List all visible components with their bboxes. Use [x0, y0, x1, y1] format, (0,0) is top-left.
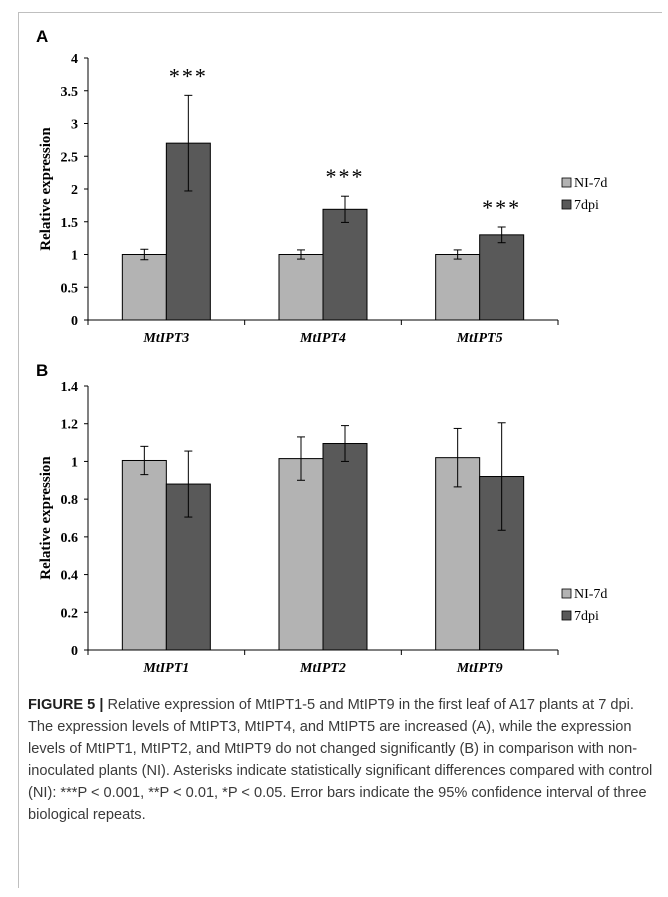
y-tick-label: 0.5: [61, 281, 79, 296]
significance-marker: ***: [326, 164, 365, 189]
legend-label: 7dpi: [574, 198, 599, 213]
x-category-label: MtIPT5: [456, 331, 503, 346]
x-category-label: MtIPT4: [299, 331, 346, 346]
y-tick-label: 0: [71, 644, 78, 659]
x-category-label: MtIPT3: [142, 331, 189, 346]
y-tick-label: 2.5: [61, 150, 79, 165]
bar-ni-7d-mtipt3: [121, 254, 167, 321]
significance-marker: ***: [169, 63, 208, 88]
y-tick-label: 1.2: [61, 418, 79, 433]
x-category-label: MtIPT9: [456, 661, 503, 676]
caption-text: Relative expression of MtIPT1-5 and MtIP…: [28, 697, 653, 823]
figure-frame-left: [18, 12, 19, 888]
chart-panel-b: B Relative expression 0 0.2 0.4 0.6 0.8 1 1.2 1.4…: [36, 361, 607, 676]
y-tick-label: 3: [71, 118, 78, 133]
y-tick-label: 1: [71, 249, 78, 264]
bar-ni-7d-mtipt2: [278, 458, 324, 651]
panel-label: A: [36, 27, 48, 46]
bar-ni-7d-mtipt1: [121, 459, 167, 651]
y-tick-label: 0.2: [61, 606, 79, 621]
y-tick-label: 0.8: [61, 493, 79, 508]
legend-label: NI-7d: [574, 587, 607, 602]
figure-caption: FIGURE 5 | Relative expression of MtIPT1…: [28, 694, 658, 826]
y-tick-label: 0: [71, 314, 78, 329]
y-tick-label: 4: [71, 52, 78, 67]
legend-swatch: [561, 177, 572, 188]
y-tick-label: 1.4: [61, 380, 79, 395]
y-tick-label: 0.6: [61, 531, 79, 546]
y-tick-label: 3.5: [61, 85, 79, 100]
legend-label: 7dpi: [574, 609, 599, 624]
legend-swatch: [561, 610, 572, 621]
bar-7dpi-mtipt2: [322, 443, 368, 651]
y-tick-label: 2: [71, 183, 78, 198]
bar-ni-7d-mtipt4: [278, 254, 324, 321]
panel-label: B: [36, 361, 48, 380]
legend-swatch: [561, 199, 572, 210]
caption-label: FIGURE 5 |: [28, 697, 104, 713]
bar-ni-7d-mtipt9: [435, 457, 481, 651]
bar-7dpi-mtipt5: [479, 234, 525, 321]
y-axis-label: Relative expression: [38, 127, 54, 251]
significance-marker: ***: [482, 195, 521, 220]
legend-swatch: [561, 588, 572, 599]
y-tick-label: 1.5: [61, 216, 79, 231]
legend-label: NI-7d: [574, 176, 607, 191]
y-tick-label: 0.4: [61, 569, 79, 584]
y-axis-label: Relative expression: [38, 456, 54, 580]
y-tick-label: 1: [71, 455, 78, 470]
bar-7dpi-mtipt4: [322, 208, 368, 321]
x-category-label: MtIPT2: [299, 661, 346, 676]
x-category-label: MtIPT1: [142, 661, 189, 676]
figure-frame-top: [18, 12, 662, 13]
chart-panel-a: A Relative expression 0 0.5 1 1.5 2 2.5 3 3.5 4 ***…: [36, 27, 607, 346]
bar-ni-7d-mtipt5: [435, 254, 481, 321]
